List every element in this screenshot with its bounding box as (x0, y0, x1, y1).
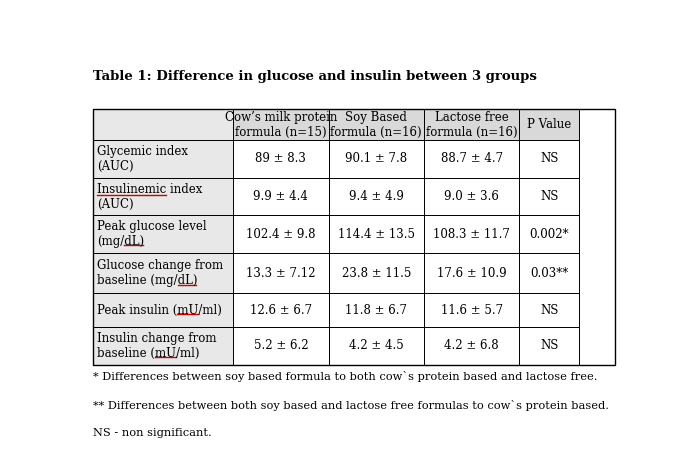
Bar (424, 327, 520, 364)
Text: 5.2 ± 6.2: 5.2 ± 6.2 (254, 339, 308, 352)
Bar (93, 327, 233, 364)
Text: NS: NS (540, 152, 558, 166)
Text: 0.03**: 0.03** (531, 267, 569, 279)
Text: NS: NS (540, 303, 558, 317)
Bar (329, 140, 424, 178)
Bar (329, 253, 424, 293)
Bar (520, 109, 580, 140)
Text: 17.6 ± 10.9: 17.6 ± 10.9 (437, 267, 507, 279)
Text: 114.4 ± 13.5: 114.4 ± 13.5 (338, 228, 415, 241)
Bar (329, 293, 424, 327)
Text: Cow’s milk protein
formula (n=15): Cow’s milk protein formula (n=15) (225, 111, 337, 138)
Text: ** Differences between both soy based and lactose free formulas to cow`s protein: ** Differences between both soy based an… (93, 399, 609, 411)
Bar (329, 109, 424, 140)
Bar (520, 293, 580, 327)
Bar (233, 215, 329, 253)
Text: NS: NS (540, 339, 558, 352)
Text: Insulin change from
baseline (mU/ml): Insulin change from baseline (mU/ml) (97, 332, 216, 360)
Text: 102.4 ± 9.8: 102.4 ± 9.8 (246, 228, 316, 241)
Bar (93, 178, 233, 215)
Text: 88.7 ± 4.7: 88.7 ± 4.7 (441, 152, 503, 166)
Text: 13.3 ± 7.12: 13.3 ± 7.12 (246, 267, 316, 279)
Bar (424, 178, 520, 215)
Bar (520, 215, 580, 253)
Text: 11.8 ± 6.7: 11.8 ± 6.7 (346, 303, 407, 317)
Text: Insulinemic index
(AUC): Insulinemic index (AUC) (97, 182, 202, 211)
Text: 9.4 ± 4.9: 9.4 ± 4.9 (349, 190, 404, 203)
Bar (520, 253, 580, 293)
Text: 9.0 ± 3.6: 9.0 ± 3.6 (444, 190, 499, 203)
Bar (233, 253, 329, 293)
Text: 9.9 ± 4.4: 9.9 ± 4.4 (254, 190, 308, 203)
Text: 108.3 ± 11.7: 108.3 ± 11.7 (433, 228, 510, 241)
Bar (424, 215, 520, 253)
Bar (520, 327, 580, 364)
Bar (424, 140, 520, 178)
Bar (233, 178, 329, 215)
Text: 89 ± 8.3: 89 ± 8.3 (256, 152, 306, 166)
Bar (233, 109, 329, 140)
Text: Peak glucose level
(mg/dL): Peak glucose level (mg/dL) (97, 220, 207, 248)
Text: NS - non significant.: NS - non significant. (93, 429, 212, 439)
Text: 11.6 ± 5.7: 11.6 ± 5.7 (441, 303, 503, 317)
Text: Lactose free
formula (n=16): Lactose free formula (n=16) (426, 111, 518, 138)
Text: 23.8 ± 11.5: 23.8 ± 11.5 (341, 267, 411, 279)
Text: 90.1 ± 7.8: 90.1 ± 7.8 (346, 152, 408, 166)
Text: 12.6 ± 6.7: 12.6 ± 6.7 (249, 303, 312, 317)
Text: * Differences between soy based formula to both cow`s protein based and lactose : * Differences between soy based formula … (93, 371, 598, 382)
Text: Glycemic index
(AUC): Glycemic index (AUC) (97, 145, 188, 173)
Bar (93, 109, 615, 364)
Bar (329, 215, 424, 253)
Text: Peak insulin (mU/ml): Peak insulin (mU/ml) (97, 303, 222, 317)
Bar (233, 327, 329, 364)
Bar (520, 178, 580, 215)
Bar (424, 109, 520, 140)
Text: NS: NS (540, 190, 558, 203)
Text: Table 1: Difference in glucose and insulin between 3 groups: Table 1: Difference in glucose and insul… (93, 71, 537, 83)
Text: Glucose change from
baseline (mg/dL): Glucose change from baseline (mg/dL) (97, 259, 223, 287)
Bar (520, 140, 580, 178)
Bar (233, 140, 329, 178)
Bar (233, 293, 329, 327)
Bar (329, 178, 424, 215)
Text: 4.2 ± 6.8: 4.2 ± 6.8 (444, 339, 499, 352)
Bar (93, 293, 233, 327)
Bar (329, 327, 424, 364)
Text: 4.2 ± 4.5: 4.2 ± 4.5 (349, 339, 404, 352)
Bar (93, 215, 233, 253)
Text: Soy Based
formula (n=16): Soy Based formula (n=16) (330, 111, 422, 138)
Bar (93, 253, 233, 293)
Bar (93, 109, 233, 140)
Text: P Value: P Value (527, 118, 571, 131)
Text: 0.002*: 0.002* (530, 228, 569, 241)
Bar (93, 140, 233, 178)
Bar (424, 293, 520, 327)
Bar (424, 253, 520, 293)
